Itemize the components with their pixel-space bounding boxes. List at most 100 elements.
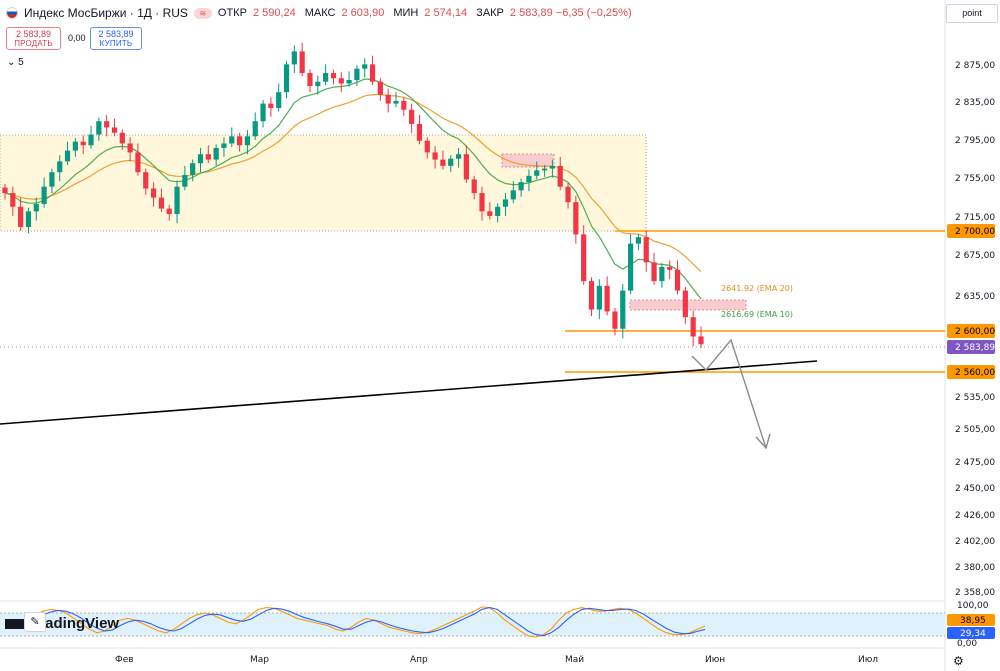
candle[interactable] xyxy=(393,100,399,104)
market-status-icon[interactable]: ≋ xyxy=(193,7,212,19)
candle[interactable] xyxy=(565,186,571,203)
osc-d-line[interactable] xyxy=(19,607,706,637)
candle[interactable] xyxy=(10,193,16,207)
candle[interactable] xyxy=(526,175,532,183)
candle[interactable] xyxy=(221,143,227,148)
candle[interactable] xyxy=(119,132,125,144)
candle[interactable] xyxy=(291,51,297,65)
candle[interactable] xyxy=(299,51,305,74)
candle[interactable] xyxy=(541,168,548,171)
candle[interactable] xyxy=(346,79,352,84)
candle[interactable] xyxy=(197,154,204,164)
candle[interactable] xyxy=(502,199,509,207)
candle[interactable] xyxy=(72,141,78,151)
candle[interactable] xyxy=(41,186,47,205)
candle[interactable] xyxy=(401,100,407,110)
candle[interactable] xyxy=(64,150,71,162)
candle[interactable] xyxy=(659,266,665,282)
candle[interactable] xyxy=(174,186,180,215)
candle[interactable] xyxy=(455,154,462,159)
candle[interactable] xyxy=(127,143,133,153)
candle[interactable] xyxy=(25,211,32,227)
candle[interactable] xyxy=(18,206,24,227)
sell-button[interactable]: 2 583,89 ПРОДАТЬ xyxy=(6,27,61,50)
candle[interactable] xyxy=(111,127,118,133)
candle[interactable] xyxy=(49,172,55,187)
candle[interactable] xyxy=(307,73,313,87)
candle[interactable] xyxy=(205,154,211,160)
candle[interactable] xyxy=(667,266,673,270)
candle[interactable] xyxy=(471,179,477,194)
candle[interactable] xyxy=(628,243,634,291)
candle[interactable] xyxy=(549,165,555,169)
candle[interactable] xyxy=(377,81,383,95)
candle[interactable] xyxy=(463,154,469,180)
projection-path[interactable] xyxy=(691,338,767,449)
candle[interactable] xyxy=(260,103,266,122)
candle[interactable] xyxy=(229,136,235,144)
ema10-line[interactable] xyxy=(4,78,702,300)
candle[interactable] xyxy=(252,121,258,137)
candle[interactable] xyxy=(674,269,681,291)
candle[interactable] xyxy=(487,211,493,216)
candle[interactable] xyxy=(635,237,642,244)
candle[interactable] xyxy=(690,317,696,337)
buy-button[interactable]: 2 583,89 КУПИТЬ xyxy=(90,27,142,50)
candle[interactable] xyxy=(135,152,141,173)
candle[interactable] xyxy=(416,123,423,141)
tradingview-logo[interactable]: TradingView xyxy=(5,615,119,632)
candle[interactable] xyxy=(620,290,626,329)
candle[interactable] xyxy=(534,170,540,176)
candle[interactable] xyxy=(268,103,274,108)
candle[interactable] xyxy=(409,109,415,124)
candle[interactable] xyxy=(158,197,164,209)
candle[interactable] xyxy=(315,81,321,87)
candle[interactable] xyxy=(96,121,102,135)
candle[interactable] xyxy=(190,163,196,175)
candle[interactable] xyxy=(166,208,172,215)
candle[interactable] xyxy=(651,262,657,282)
candle[interactable] xyxy=(588,281,595,310)
candle[interactable] xyxy=(581,234,587,282)
candle[interactable] xyxy=(244,136,251,146)
candle[interactable] xyxy=(338,78,344,84)
candle[interactable] xyxy=(330,73,337,79)
candle[interactable] xyxy=(323,73,329,82)
candle[interactable] xyxy=(88,134,94,146)
candle[interactable] xyxy=(432,152,438,160)
candle[interactable] xyxy=(643,237,649,263)
candle[interactable] xyxy=(150,188,157,198)
candle[interactable] xyxy=(682,290,688,318)
candle[interactable] xyxy=(557,165,563,187)
candle[interactable] xyxy=(182,174,188,187)
candle[interactable] xyxy=(2,187,8,194)
scale-mode-button[interactable]: point xyxy=(946,4,998,23)
candle[interactable] xyxy=(698,336,704,345)
candle[interactable] xyxy=(385,94,391,104)
candle[interactable] xyxy=(510,190,516,200)
candle[interactable] xyxy=(424,140,430,153)
candle[interactable] xyxy=(596,285,602,310)
candle[interactable] xyxy=(369,64,376,82)
drawing-edit-button[interactable]: ✎ xyxy=(24,612,46,632)
candle[interactable] xyxy=(104,121,110,128)
candle[interactable] xyxy=(80,141,86,146)
candle[interactable] xyxy=(448,158,454,166)
ema20-line[interactable] xyxy=(4,94,702,272)
candle[interactable] xyxy=(143,172,149,189)
candle[interactable] xyxy=(276,92,282,108)
candle[interactable] xyxy=(362,64,368,69)
symbol-title[interactable]: Индекс МосБиржи · 1Д · RUS xyxy=(24,6,188,20)
indicators-toggle[interactable]: ⌄ 5 xyxy=(7,57,24,68)
candle[interactable] xyxy=(213,147,219,160)
trend-line[interactable] xyxy=(0,360,818,425)
candle[interactable] xyxy=(495,206,501,216)
osc-k-line[interactable] xyxy=(19,606,706,638)
candle[interactable] xyxy=(283,64,290,93)
candle[interactable] xyxy=(440,159,446,166)
candle[interactable] xyxy=(479,193,485,212)
candle[interactable] xyxy=(573,202,579,235)
candle[interactable] xyxy=(33,204,39,212)
candle[interactable] xyxy=(354,68,360,80)
